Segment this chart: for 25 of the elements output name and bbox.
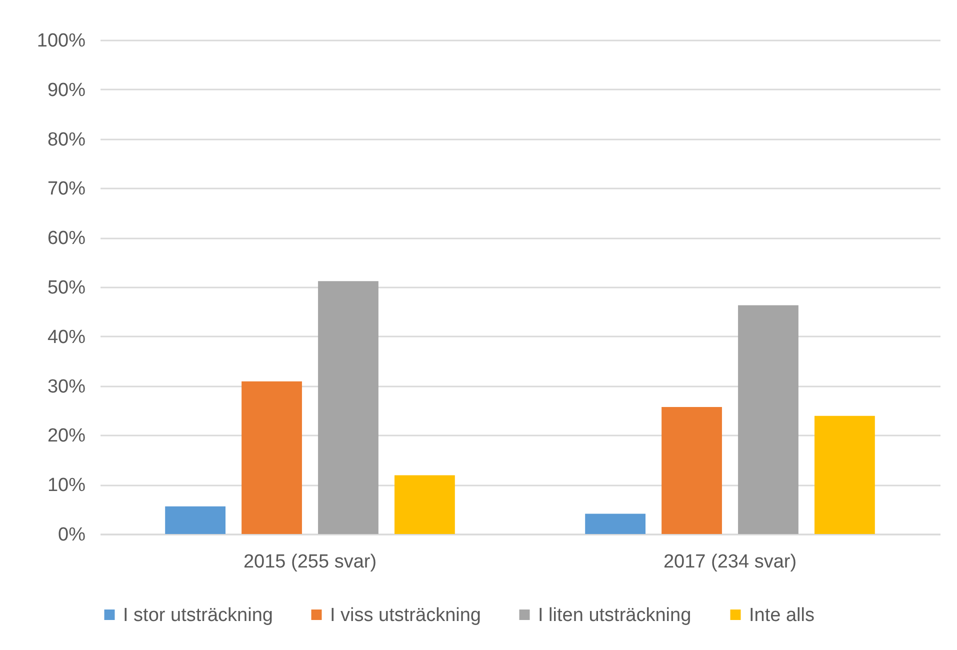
y-tick-label: 40%: [47, 326, 86, 348]
y-tick-label: 80%: [47, 129, 86, 150]
bar: [318, 281, 378, 534]
legend-label: I liten utsträckning: [538, 604, 692, 626]
y-tick-label: 100%: [36, 30, 86, 52]
y-tick-label: 0%: [58, 524, 86, 546]
y-tick-label: 60%: [47, 228, 86, 250]
y-tick-label: 90%: [47, 80, 86, 101]
bar: [165, 506, 226, 534]
x-tick-label: 2015 (255 svar): [243, 552, 377, 572]
bar: [394, 475, 455, 534]
y-tick-label: 20%: [47, 426, 86, 447]
y-tick-label: 30%: [47, 376, 86, 398]
bar: [814, 416, 875, 534]
y-tick-label: 50%: [47, 278, 86, 298]
bar: [585, 514, 646, 534]
legend-label: Inte alls: [749, 604, 814, 626]
bar: [662, 407, 722, 534]
legend-label: I viss utsträckning: [330, 604, 481, 626]
y-tick-label: 10%: [47, 475, 86, 496]
bar: [242, 381, 302, 534]
legend-label: I stor utsträckning: [123, 604, 273, 626]
x-tick-label: 2017 (234 svar): [663, 552, 797, 572]
y-tick-label: 70%: [47, 178, 86, 200]
bar: [738, 305, 798, 534]
